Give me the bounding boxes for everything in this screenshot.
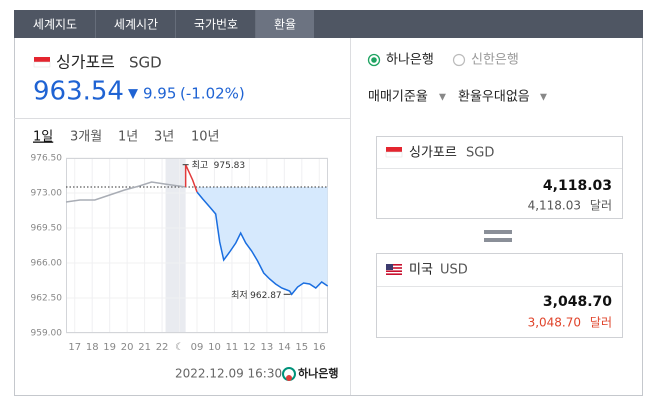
annotation-value: 975.83 — [214, 161, 246, 171]
x-tick-label: 09 — [191, 342, 204, 353]
y-tick-label: 966.00 — [31, 259, 63, 269]
period[interactable]: 3년 — [154, 130, 174, 145]
area — [197, 187, 328, 295]
x-tick-label: 21 — [138, 342, 151, 353]
x-tick-label: 20 — [121, 342, 134, 353]
x-tick-label: 17 — [68, 342, 81, 353]
y-tick-label: 959.00 — [31, 329, 63, 339]
y-tick-label: 969.50 — [31, 224, 63, 234]
radio-dot — [371, 57, 377, 63]
sub-amount: 4,118.03 — [528, 199, 581, 213]
tab[interactable]: 세계시간 — [114, 18, 158, 32]
currency-name: 싱가포르 — [56, 53, 115, 72]
tab[interactable]: 국가번호 — [194, 18, 238, 32]
equals-icon — [484, 230, 512, 242]
line-series — [65, 181, 186, 203]
x-tick-label: 11 — [226, 342, 239, 353]
dropdown[interactable]: 환율우대없음 — [458, 90, 530, 105]
converter-box — [376, 253, 623, 338]
x-tick-label: 14 — [278, 342, 291, 353]
bank-name: 하나은행 — [298, 366, 338, 380]
x-tick-label: 13 — [260, 342, 273, 353]
y-tick-label: 976.50 — [31, 154, 63, 164]
sub-amount: 3,048.70 — [528, 316, 581, 330]
radio[interactable] — [452, 53, 466, 67]
currency-code: SGD — [129, 54, 162, 72]
line-series — [196, 191, 329, 296]
period[interactable]: 1년 — [118, 130, 138, 145]
period[interactable]: 10년 — [191, 130, 220, 145]
x-tick-label: 12 — [243, 342, 256, 353]
flag-us — [386, 264, 402, 275]
dropdown[interactable]: 매매기준율 — [368, 90, 428, 105]
period[interactable]: 3개월 — [70, 130, 102, 145]
caret: ▼ — [439, 93, 446, 103]
amount[interactable]: 3,048.70 — [543, 294, 612, 310]
y-tick-label: 962.50 — [31, 294, 63, 304]
bank-option[interactable]: 하나은행 — [386, 52, 434, 68]
bank-option[interactable]: 신한은행 — [471, 52, 519, 68]
x-tick-label: 15 — [295, 342, 308, 353]
caret: ▼ — [540, 93, 547, 103]
timestamp: 2022.12.09 16:30 — [175, 367, 282, 381]
amount[interactable]: 4,118.03 — [543, 178, 612, 194]
line-series — [184, 164, 198, 193]
box-currency: 미국 — [409, 263, 433, 278]
x-tick-label: 10 — [208, 342, 221, 353]
unit: 달러 — [590, 316, 612, 330]
x-tick-label: 19 — [103, 342, 116, 353]
x-tick-label: 22 — [156, 342, 169, 353]
flag-sg — [33, 57, 51, 68]
converter-box — [376, 136, 623, 219]
change: 9.95 — [143, 85, 176, 103]
change-percent: (-1.02%) — [180, 85, 245, 103]
tab[interactable]: 세계지도 — [33, 18, 77, 32]
box-code: SGD — [466, 146, 494, 161]
tab[interactable]: 환율 — [274, 18, 296, 32]
annotation-label: 최저 — [231, 290, 248, 301]
tab-active — [256, 10, 314, 38]
bank-logo — [282, 367, 296, 381]
box-currency: 싱가포르 — [409, 146, 457, 161]
annotation-label: 최고 — [192, 160, 209, 171]
unit: 달러 — [590, 199, 612, 213]
x-tick-label: 16 — [313, 342, 326, 353]
y-tick-label: 973.00 — [31, 189, 63, 199]
night-band — [165, 158, 186, 333]
annotation-value: 962.87 — [250, 291, 282, 301]
x-tick-label: ☾ — [175, 342, 184, 353]
tab-bar — [14, 10, 643, 38]
down-arrow: ▼ — [128, 87, 138, 102]
box-code: USD — [440, 263, 468, 278]
price: 963.54 — [33, 77, 124, 107]
x-tick-label: 18 — [86, 342, 99, 353]
flag-sg — [385, 147, 403, 158]
period[interactable]: 1일 — [33, 130, 53, 145]
